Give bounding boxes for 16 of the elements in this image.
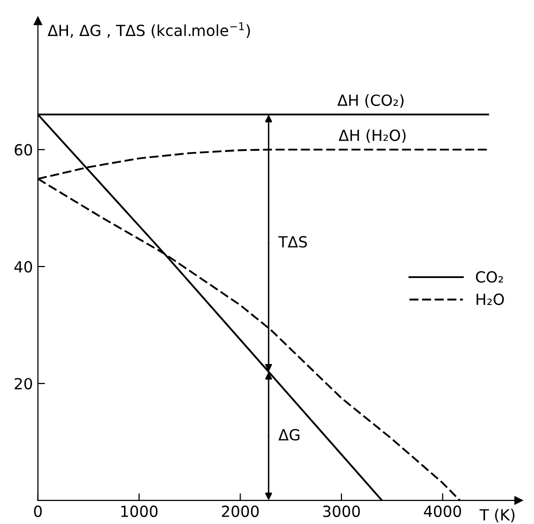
annotation: ΔH (CO₂) xyxy=(337,94,404,108)
legend-label: CO₂ xyxy=(476,271,503,283)
x-axis-title: T (K) xyxy=(480,508,514,522)
annotation: ΔH (H₂O) xyxy=(338,129,406,143)
y-tick-label: 40 xyxy=(14,261,32,273)
annotation: TΔS xyxy=(278,236,307,248)
x-tick-label: 3000 xyxy=(323,506,360,518)
x-tick-label: 0 xyxy=(34,506,42,518)
y-tick-label: 60 xyxy=(14,144,32,156)
y-axis-title: ΔH, ΔG , TΔS (kcal.mole$^{−1}$) xyxy=(48,22,250,38)
x-tick-label: 1000 xyxy=(121,506,158,518)
annotation: ΔG xyxy=(278,428,300,441)
y-tick-label: 20 xyxy=(14,378,32,390)
x-tick-label: 4000 xyxy=(424,506,462,518)
legend-label: H₂O xyxy=(476,294,504,306)
x-tick-label: 2000 xyxy=(222,506,259,518)
